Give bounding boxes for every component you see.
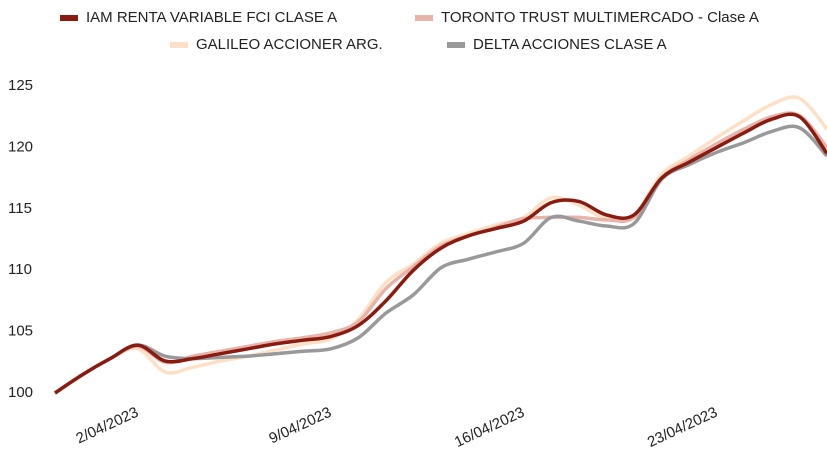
legend-swatch [60,15,78,21]
y-tick-label: 105 [8,323,33,340]
legend-label: TORONTO TRUST MULTIMERCADO - Clase A [441,9,759,26]
legend-swatch [447,42,465,48]
y-tick-label: 115 [8,200,32,217]
x-tick-label: 9/04/2023 [266,404,334,448]
series-line [54,124,827,395]
y-tick-label: 100 [8,384,33,401]
legend-swatch [170,42,188,48]
y-tick-label: 125 [8,77,33,94]
legend-swatch [415,15,433,21]
series-line [54,95,827,395]
legend-label: GALILEO ACCIONER ARG. [196,36,383,53]
x-tick-label: 2/04/2023 [73,404,141,448]
x-tick-label: 23/04/2023 [645,404,720,451]
y-tick-label: 110 [8,261,32,278]
x-tick-label: 16/04/2023 [452,404,527,451]
legend-label: DELTA ACCIONES CLASE A [473,36,667,53]
y-tick-label: 120 [8,138,33,155]
legend-label: IAM RENTA VARIABLE FCI CLASE A [86,9,337,26]
series-line [54,112,827,395]
